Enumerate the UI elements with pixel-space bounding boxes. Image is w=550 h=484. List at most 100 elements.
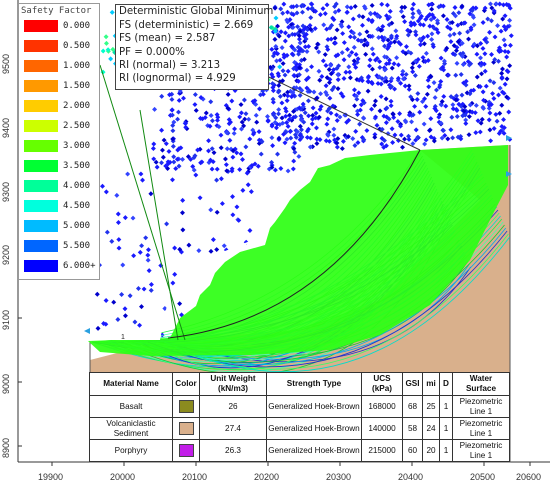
geology-contact-1	[139, 109, 179, 341]
slip-center-point	[193, 107, 199, 113]
x-tick-label: 20500	[470, 472, 496, 482]
slip-center-point	[282, 38, 288, 44]
legend-title: Safety Factor	[21, 6, 92, 16]
slip-center-point	[420, 55, 426, 60]
slip-center-point	[176, 109, 181, 115]
slip-center-point	[500, 2, 506, 8]
slip-center-point	[109, 9, 115, 15]
slip-center-point	[161, 137, 167, 143]
legend-swatch	[24, 20, 58, 32]
slip-center-point	[365, 88, 371, 94]
slip-center-point	[488, 1, 493, 7]
slip-center-point	[429, 37, 435, 42]
slip-center-point	[411, 1, 417, 7]
slip-center-point	[478, 55, 484, 61]
slip-center-point	[100, 48, 106, 54]
gsi: 58	[402, 417, 423, 440]
slip-center-point	[316, 49, 322, 55]
slip-center-point	[285, 68, 291, 74]
slip-center-point	[491, 96, 497, 102]
header-mi: mi	[422, 372, 440, 396]
slip-center-point	[369, 46, 375, 52]
slip-center-point	[202, 115, 208, 121]
y-tick-label: 9100	[1, 309, 11, 330]
x-tick-label: 20600	[516, 472, 542, 482]
slip-center-point	[190, 164, 196, 169]
header-material-name: Material Name	[89, 372, 173, 396]
slip-center-point	[331, 126, 337, 132]
slip-center-point	[185, 154, 191, 160]
slip-center-point	[331, 132, 337, 138]
slip-center-point	[180, 227, 186, 233]
slip-center-point	[473, 130, 479, 136]
color-swatch	[178, 444, 194, 457]
slip-center-point	[245, 182, 251, 188]
slip-center-point	[180, 197, 186, 203]
slip-center-point	[324, 2, 330, 8]
legend-swatch	[24, 180, 58, 192]
slip-center-point	[487, 127, 493, 133]
slip-center-point	[364, 29, 370, 35]
slip-center-point	[367, 63, 372, 69]
slip-center-point	[177, 301, 183, 307]
slip-center-point	[341, 40, 347, 46]
slip-center-point	[195, 147, 201, 153]
slip-center-point	[323, 62, 329, 68]
x-tick-label: 20000	[110, 472, 136, 482]
slip-center-point	[406, 83, 412, 89]
slip-center-point	[334, 144, 340, 150]
slip-center-point	[218, 145, 224, 151]
slip-center-point	[379, 1, 385, 7]
slip-center-point	[453, 48, 459, 54]
slip-center-point	[318, 91, 324, 97]
slip-center-point	[214, 247, 220, 253]
mi: 25	[422, 395, 440, 418]
legend-swatch	[24, 200, 58, 212]
slip-center-point	[324, 121, 330, 127]
slip-center-point	[499, 70, 505, 76]
slip-center-point	[211, 150, 217, 156]
slip-center-point	[166, 148, 172, 154]
slip-center-point	[423, 104, 429, 109]
slip-center-point	[480, 45, 486, 51]
slip-center-point	[309, 1, 315, 7]
slip-center-point	[360, 115, 366, 121]
x-tick-label: 20200	[254, 472, 280, 482]
slip-center-point	[489, 52, 494, 57]
slip-center-point	[384, 2, 390, 8]
slip-center-point	[398, 132, 404, 138]
slip-center-point	[377, 108, 383, 114]
slip-center-point	[454, 114, 460, 119]
slip-center-point	[229, 98, 235, 104]
slip-center-point	[240, 187, 246, 193]
slip-center-point	[225, 91, 231, 97]
slip-center-point	[308, 135, 314, 141]
slip-center-point	[400, 68, 406, 74]
slip-center-point	[176, 97, 182, 103]
slip-center-point	[145, 247, 151, 253]
slip-center-point	[387, 8, 393, 14]
slip-center-point	[159, 160, 164, 166]
slip-center-point	[372, 102, 378, 108]
slip-center-point	[186, 242, 192, 248]
water-surface: Piezometric Line 1	[452, 417, 510, 440]
slip-center-point	[406, 136, 412, 142]
slip-center-point	[347, 75, 353, 81]
slip-center-point	[314, 125, 319, 131]
slip-center-point	[492, 34, 498, 40]
slip-center-point	[248, 189, 254, 195]
slip-center-point	[130, 215, 136, 221]
slip-center-point	[259, 139, 265, 145]
slip-center-point	[247, 136, 253, 142]
slip-center-point	[508, 33, 514, 39]
slip-center-point	[334, 27, 340, 33]
slip-center-point	[502, 81, 508, 87]
slip-center-point	[486, 117, 492, 123]
slip-center-point	[304, 67, 310, 73]
header-color: Color	[172, 372, 200, 396]
slip-center-point	[272, 167, 278, 173]
slip-center-point	[479, 116, 485, 122]
slip-center-point	[352, 3, 358, 9]
d: 1	[439, 395, 453, 418]
slip-center-point	[141, 286, 147, 292]
